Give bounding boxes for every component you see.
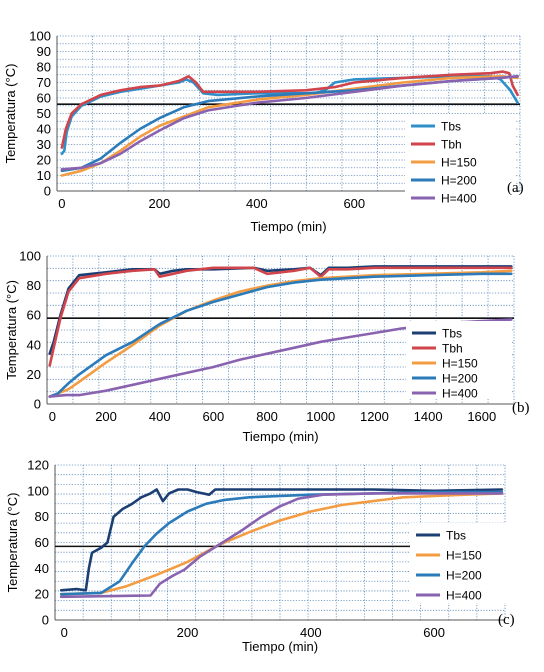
panel-b-x-tick-label: 800 xyxy=(256,409,278,424)
panel-b-series-h150 xyxy=(48,269,513,398)
panel-c-x-tick-label: 400 xyxy=(300,625,322,640)
panel-c-series-h400 xyxy=(59,492,504,599)
panel-b-legend-label: Tbs xyxy=(442,327,462,341)
panel-b-y-tick-label: 20 xyxy=(27,367,41,382)
panel-a-x-tick-label: 600 xyxy=(343,196,365,211)
panel-b-x-tick-label: 1600 xyxy=(467,409,496,424)
panel-b-legend-label: H=200 xyxy=(442,372,478,386)
panel-b-x-tick-label: 200 xyxy=(95,409,117,424)
panel-b-x-tick-label: 0 xyxy=(49,409,56,424)
panel-b-x-tick-label: 600 xyxy=(203,409,225,424)
panel-b-y-tick-label: 100 xyxy=(19,249,41,264)
panel-a-y-tick-label: 0 xyxy=(44,184,51,199)
panel-a-x-tick-label: 0 xyxy=(58,196,65,211)
panel-c-chart: 0 20 40 60 80 100 120 0 200 400 600 Tiempo (min) Tem… xyxy=(5,458,515,655)
panel-a-legend-label: H=150 xyxy=(441,156,477,170)
panel-c-x-tick-label: 600 xyxy=(423,625,445,640)
panel-b-legend-label: H=400 xyxy=(442,387,478,401)
panel-a-x-tick-label: 200 xyxy=(148,196,170,211)
panel-c-series-tbs xyxy=(59,488,504,592)
panel-c-x-axis-label: Tiempo (min) xyxy=(242,639,318,654)
panel-b-legend-label: H=150 xyxy=(442,357,478,371)
panel-a-x-axis-label: Tiempo (min) xyxy=(250,219,326,234)
panel-c-legend-label: H=150 xyxy=(446,549,482,563)
panel-b-y-tick-label: 80 xyxy=(27,278,41,293)
panel-c-series-h150 xyxy=(59,492,504,596)
panel-c-legend-label: H=200 xyxy=(446,569,482,583)
panel-a-series-tbh xyxy=(60,70,519,149)
panel-a-y-axis-label: Temperatura (°C) xyxy=(3,64,18,164)
panel-a-x-tick-label: 400 xyxy=(246,196,268,211)
panel-a-y-tick-label: 20 xyxy=(37,153,51,168)
panel-a-y-tick-label: 10 xyxy=(37,168,51,183)
panel-a-legend-label: Tbs xyxy=(441,120,461,134)
panel-a-chart: 01020304050607080901000200400600800Tiemp… xyxy=(3,29,524,235)
panel-b-x-axis-label: Tiempo (min) xyxy=(242,429,318,444)
panel-c-y-tick-label: 0 xyxy=(42,613,49,628)
panel-c-y-tick-label: 120 xyxy=(27,458,49,473)
panel-c-x-tick-label: 200 xyxy=(177,625,199,640)
panel-a-legend-label: H=200 xyxy=(441,174,477,188)
panel-b-series-tbs xyxy=(48,265,513,355)
panel-c-y-tick-label: 60 xyxy=(35,535,49,550)
panel-b-y-axis-label: Temperatura (°C) xyxy=(4,280,19,380)
panel-c-legend-label: Tbs xyxy=(446,529,466,543)
panel-a-y-tick-label: 30 xyxy=(37,137,51,152)
panel-c-y-tick-label: 100 xyxy=(27,483,49,498)
panel-c-legend: Tbs H=150 H=200 H=400 xyxy=(410,523,508,603)
panel-b-panel-label: (b) xyxy=(512,400,530,416)
panel-a-legend-label: H=400 xyxy=(441,192,477,206)
panel-a-y-tick-label: 70 xyxy=(37,75,51,90)
panel-a-y-tick-label: 60 xyxy=(37,91,51,106)
panel-b-x-tick-label: 1000 xyxy=(306,409,335,424)
panel-c-y-axis-label: Temperatura (°C) xyxy=(5,493,20,593)
panel-a-y-tick-label: 50 xyxy=(37,106,51,121)
panel-a-y-tick-label: 80 xyxy=(37,60,51,75)
panel-a-y-tick-label: 100 xyxy=(29,29,51,44)
panel-c-panel-label: (c) xyxy=(498,612,515,628)
panel-b-y-tick-label: 60 xyxy=(27,308,41,323)
panel-c-y-tick-label: 20 xyxy=(35,587,49,602)
panel-c-x-tick-label: 0 xyxy=(61,625,68,640)
panel-c-y-tick-label: 80 xyxy=(35,509,49,524)
panel-c-y-tick-label: 40 xyxy=(35,561,49,576)
panel-b-x-tick-label: 1200 xyxy=(360,409,389,424)
panel-b-series-h200 xyxy=(48,272,513,398)
panel-a-y-tick-label: 40 xyxy=(37,122,51,137)
panel-b-y-tick-label: 0 xyxy=(34,397,41,412)
panel-a-legend: Tbs Tbh H=150 H=200 H=400 xyxy=(405,114,515,214)
panel-b-x-tick-label: 1400 xyxy=(414,409,443,424)
panel-c-legend-label: H=400 xyxy=(446,589,482,603)
panel-b-y-tick-label: 40 xyxy=(27,337,41,352)
panel-a-panel-label: (a) xyxy=(507,180,524,196)
panel-a-legend-label: Tbh xyxy=(441,138,462,152)
panel-b-legend-label: Tbh xyxy=(442,342,463,356)
panel-b-series-tbh xyxy=(48,266,513,367)
panel-b-x-tick-label: 400 xyxy=(149,409,171,424)
panel-a-series-h400 xyxy=(60,75,519,171)
panel-a-y-tick-label: 90 xyxy=(37,44,51,59)
